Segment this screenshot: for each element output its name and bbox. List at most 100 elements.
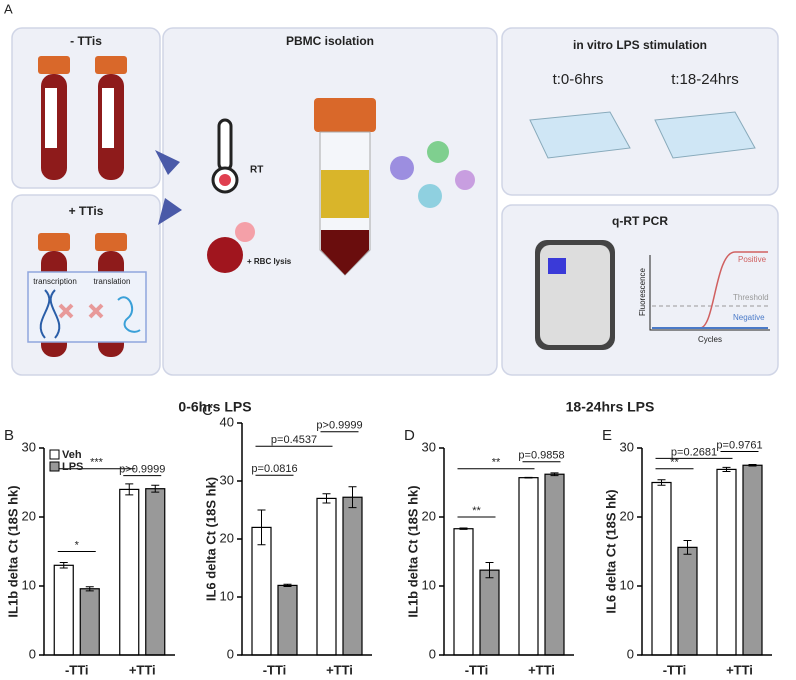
label: t:18-24hrs [671, 71, 739, 88]
y-tick-label: 40 [220, 414, 234, 429]
significance-label: ** [670, 457, 679, 469]
label: + TTis [69, 204, 104, 218]
y-axis-label: IL6 delta Ct (18S hk) [203, 477, 218, 601]
bar [453, 528, 474, 656]
y-tick-label: 10 [22, 577, 36, 592]
bar [251, 526, 272, 656]
x-tick-label: +TTi [726, 662, 753, 677]
significance-label: p=0.0816 [251, 463, 297, 475]
label: in vitro LPS stimulation [573, 38, 707, 52]
bar [716, 468, 737, 656]
error-bar [257, 509, 266, 546]
error-bar [322, 493, 331, 504]
group-title: 18-24hrs LPS [566, 399, 655, 415]
label: Positive [738, 255, 767, 264]
error-bar-line [322, 493, 331, 504]
bar [479, 569, 500, 656]
error-bar [550, 472, 559, 477]
label: Threshold [733, 293, 769, 302]
bar [651, 481, 672, 656]
panel-label: E [602, 427, 612, 444]
error-bar [125, 483, 134, 496]
group-title: 0-6hrs LPS [178, 399, 251, 415]
error-bar-line [348, 486, 357, 509]
significance-label: * [75, 539, 80, 551]
error-bar [59, 562, 68, 569]
label: translation [94, 277, 131, 286]
blood-tubes [27, 56, 147, 357]
y-tick-label: 10 [422, 577, 436, 592]
error-bar-line [683, 539, 692, 555]
legend-label: LPS [62, 461, 83, 473]
error-bar-line [125, 483, 134, 496]
arrows [155, 150, 182, 225]
significance-label: *** [90, 457, 104, 469]
schematic: A - TTis + TTis PBMC isolation in vitro … [4, 1, 779, 376]
error-bar-line [459, 527, 468, 530]
error-bar-line [151, 484, 160, 493]
error-bar [722, 466, 731, 472]
y-tick-label: 10 [220, 588, 234, 603]
legend-swatch [49, 449, 60, 460]
error-bar-line [283, 583, 292, 588]
label: q-RT PCR [612, 214, 668, 228]
label: PBMC isolation [286, 34, 374, 48]
pcr-machine [535, 240, 615, 350]
significance-label: ** [472, 505, 481, 517]
y-tick-label: 0 [29, 646, 36, 661]
y-axis-label: IL1b delta Ct (18S hk) [5, 485, 20, 617]
label: t:0-6hrs [553, 71, 604, 88]
significance-label: p=0.2681 [671, 446, 717, 458]
error-bar-line [59, 562, 68, 569]
axes [641, 448, 772, 656]
error-bar-line [85, 586, 94, 592]
bar [316, 497, 337, 656]
error-bar [283, 583, 292, 588]
error-bar [348, 486, 357, 509]
x-tick-label: -TTi [465, 662, 489, 677]
x-tick-label: +TTi [129, 662, 156, 677]
error-bar-line [524, 476, 533, 479]
significance-label: p>0.9999 [316, 420, 362, 432]
plates [529, 111, 756, 159]
error-bar [657, 479, 666, 486]
x-tick-label: +TTi [326, 662, 353, 677]
bar [518, 477, 539, 656]
bar [277, 584, 298, 656]
y-axis-label: IL6 delta Ct (18S hk) [603, 489, 618, 613]
x-tick-label: -TTi [65, 662, 89, 677]
y-tick-label: 0 [227, 646, 234, 661]
label: - TTis [70, 34, 102, 48]
significance-label: p>0.9999 [119, 464, 165, 476]
panel-label: C [202, 402, 213, 419]
bar [145, 488, 166, 656]
error-bar [683, 539, 692, 555]
y-tick-label: 30 [22, 439, 36, 454]
label: Fluorescence [638, 267, 647, 316]
x-tick-label: -TTi [663, 662, 687, 677]
bar [119, 488, 140, 656]
y-tick-label: 20 [22, 508, 36, 523]
axes [241, 423, 372, 656]
error-bar [151, 484, 160, 493]
y-tick-label: 0 [627, 646, 634, 661]
bar [677, 546, 698, 656]
x-tick-label: -TTi [263, 662, 287, 677]
y-tick-label: 30 [422, 439, 436, 454]
error-bar [85, 586, 94, 592]
bar [53, 564, 74, 656]
error-bar [748, 464, 757, 467]
box [501, 27, 779, 196]
error-bar-line [722, 466, 731, 472]
rbc [207, 237, 243, 273]
label: transcription [33, 277, 77, 286]
cells [390, 141, 475, 208]
x-tick-label: +TTi [528, 662, 555, 677]
label: Cycles [698, 335, 722, 344]
y-tick-label: 30 [220, 472, 234, 487]
error-bar [485, 562, 494, 579]
label: Negative [733, 313, 765, 322]
bar [544, 473, 565, 656]
axes [443, 448, 574, 656]
